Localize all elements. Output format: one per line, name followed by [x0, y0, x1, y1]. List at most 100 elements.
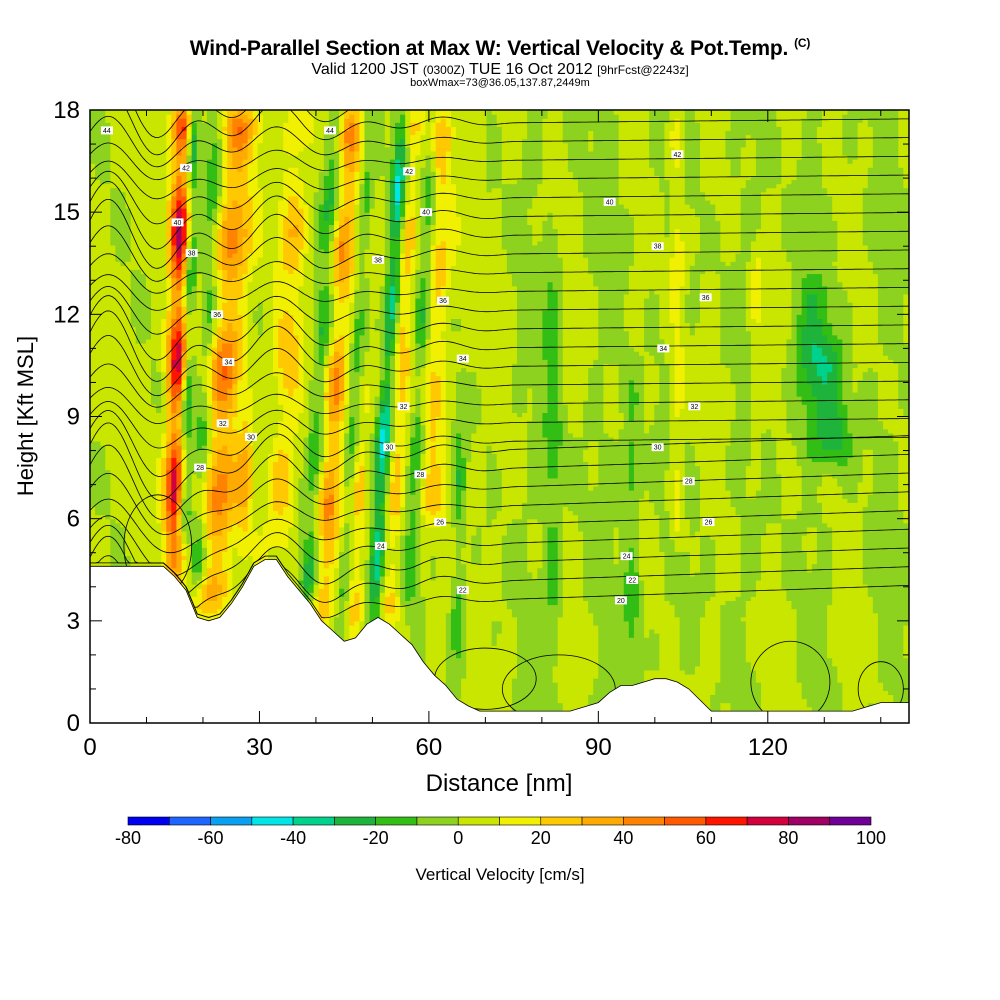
field-cell	[679, 240, 686, 287]
field-cell	[542, 110, 549, 119]
field-cell	[623, 330, 630, 573]
field-cell	[430, 171, 437, 226]
field-cell	[166, 441, 172, 458]
theta-label-bg	[185, 249, 198, 258]
field-cell	[547, 604, 554, 723]
field-cell	[115, 261, 122, 524]
field-cell	[811, 526, 818, 565]
field-cell	[456, 110, 462, 217]
theta-label: 34	[222, 358, 235, 367]
field-cell	[323, 616, 330, 630]
field-cell	[527, 518, 533, 573]
field-cell	[547, 281, 554, 479]
field-cell	[659, 551, 666, 691]
field-cell	[206, 220, 213, 291]
field-cell	[822, 285, 828, 336]
field-cell	[328, 159, 335, 189]
field-cell	[501, 183, 508, 250]
field-cell	[822, 449, 828, 463]
field-cell	[354, 110, 361, 123]
field-cell	[217, 338, 223, 352]
field-cell	[354, 122, 361, 152]
field-cell	[389, 285, 396, 320]
field-cell	[349, 624, 355, 642]
y-tick-label: 15	[53, 199, 80, 226]
field-cell	[344, 404, 350, 434]
field-cell	[542, 118, 549, 221]
field-cell	[323, 518, 330, 540]
field-cell	[827, 461, 833, 475]
field-cell	[669, 130, 676, 148]
field-cell	[379, 473, 386, 503]
field-cell	[339, 114, 345, 132]
field-cell	[110, 518, 117, 589]
theta-contour	[90, 510, 909, 576]
theta-label: 26	[434, 518, 447, 527]
field-cell	[237, 171, 244, 205]
field-cell	[893, 110, 899, 364]
field-cell	[166, 391, 172, 442]
field-cell	[176, 289, 183, 307]
field-cell	[227, 257, 233, 283]
field-cell	[562, 142, 569, 405]
theta-label-bg	[100, 126, 113, 135]
field-cell	[95, 110, 101, 181]
theta-contour	[90, 295, 909, 361]
field-cell	[298, 477, 305, 581]
field-cell	[359, 441, 366, 467]
field-cell	[186, 314, 193, 360]
field-cell	[583, 600, 589, 723]
colorbar-tick-label: 40	[613, 828, 633, 848]
theta-label: 26	[702, 518, 715, 527]
field-cell	[328, 420, 335, 471]
field-cell	[283, 506, 289, 548]
theta-labels: 44 42 40 38 36 34 32 30 28 44 42 40 38 36 34 32 30 28 26 24…	[100, 126, 715, 605]
field-cell	[191, 510, 198, 544]
theta-label-bg	[614, 596, 627, 605]
field-cell	[801, 110, 808, 119]
field-cell	[217, 608, 223, 618]
field-cell	[552, 110, 559, 230]
field-cell	[349, 171, 355, 275]
field-cell	[461, 110, 467, 369]
field-cell	[842, 404, 849, 467]
colorbar-swatch	[499, 816, 542, 826]
theta-contour	[90, 335, 909, 397]
field-cell	[654, 404, 660, 516]
field-cell	[283, 269, 289, 311]
field-cell	[171, 195, 178, 209]
theta-contour	[134, 110, 350, 139]
field-cell	[374, 179, 381, 320]
field-cell	[191, 236, 198, 287]
field-cell	[328, 367, 335, 422]
field-cell	[603, 110, 610, 364]
field-cell	[206, 289, 213, 324]
field-cell	[456, 469, 462, 487]
field-cell	[527, 224, 533, 389]
field-cell	[354, 318, 361, 373]
field-cell	[674, 616, 681, 683]
theta-label-text: 32	[219, 421, 227, 428]
field-cell	[379, 400, 386, 414]
field-cell	[379, 502, 386, 516]
field-cell	[827, 657, 833, 723]
field-cell	[389, 338, 396, 356]
field-cell	[181, 195, 188, 209]
field-cell	[105, 469, 111, 520]
field-cell	[217, 584, 223, 593]
field-cell	[822, 334, 828, 356]
field-cell	[247, 498, 254, 557]
field-cell	[166, 469, 172, 512]
field-cell	[755, 579, 762, 683]
field-cell	[191, 122, 198, 136]
field-cell	[328, 326, 335, 344]
theta-label-text: 20	[617, 598, 625, 605]
field-cell	[430, 579, 437, 683]
field-cell	[608, 436, 615, 700]
field-cell	[384, 473, 391, 495]
field-cell	[450, 126, 457, 140]
y-tick-label: 6	[67, 506, 80, 533]
field-cell	[552, 228, 559, 291]
field-cell	[171, 514, 178, 532]
